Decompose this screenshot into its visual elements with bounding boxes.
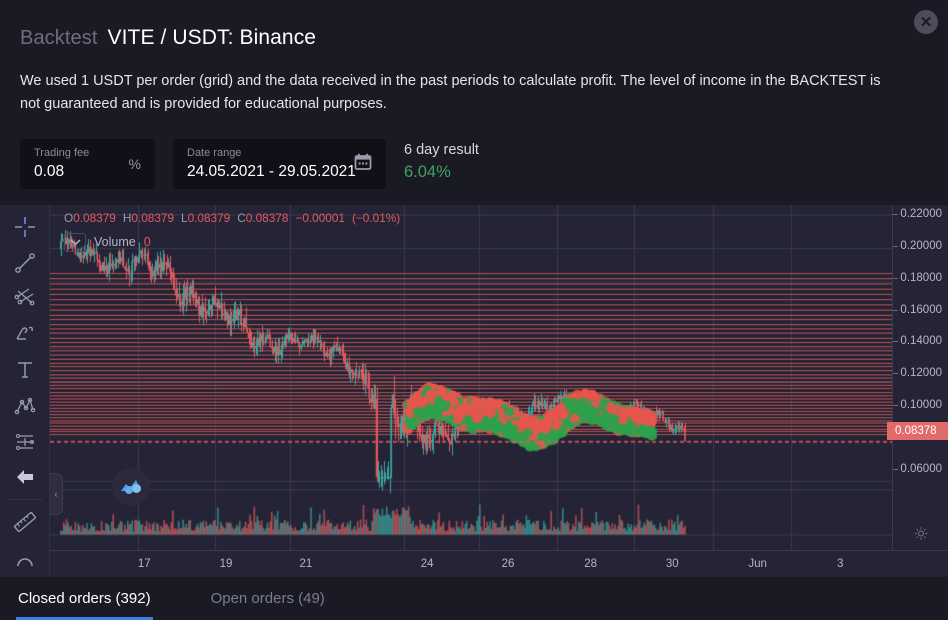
price-chart-canvas[interactable] <box>50 204 892 550</box>
time-tick: 17 <box>137 557 151 570</box>
modal-header: Backtest VITE / USDT: Binance We used 1 … <box>0 0 948 117</box>
chart-container: O0.08379 H0.08379 L0.08379 C0.08378 −0.0… <box>50 204 948 576</box>
description-text: We used 1 USDT per order (grid) and the … <box>20 73 881 113</box>
brush-tool[interactable] <box>5 316 45 352</box>
magnet-tool[interactable] <box>5 540 45 576</box>
calendar-icon[interactable] <box>353 151 373 176</box>
drawing-toolbar <box>0 204 50 576</box>
time-tick: 3 <box>837 557 844 570</box>
time-axis[interactable]: 17 19 21 24 26 28 30 Jun 3 <box>50 550 948 576</box>
current-price-badge: 0.08378 <box>887 422 948 441</box>
time-tick: 21 <box>299 557 313 570</box>
chart-zone: ‹ O0.08379 H0.08379 L0.08379 C0.08378 −0… <box>0 204 948 576</box>
crosshair-tool[interactable] <box>5 209 45 245</box>
tab-open-orders[interactable]: Open orders (49) <box>210 590 325 607</box>
percent-sign: % <box>128 155 141 172</box>
date-range-value: 24.05.2021 - 29.05.2021 <box>187 163 356 181</box>
time-tick: 26 <box>501 557 515 570</box>
chart-plot-area[interactable]: O0.08379 H0.08379 L0.08379 C0.08378 −0.0… <box>50 204 892 550</box>
orders-tabs: Closed orders (392) Open orders (49) <box>0 576 948 620</box>
volume-label: Volume <box>94 235 136 250</box>
trading-fee-label: Trading fee <box>34 147 90 160</box>
toolbar-collapse-handle[interactable]: ‹ <box>50 472 63 515</box>
price-tick: 0.16000 <box>893 303 942 316</box>
title-prefix: Backtest <box>20 27 98 49</box>
trend-line-tool[interactable] <box>5 245 45 281</box>
date-range-field[interactable]: Date range 24.05.2021 - 29.05.2021 <box>173 138 386 189</box>
time-tick: 24 <box>420 557 434 570</box>
measure-tool[interactable] <box>5 504 45 540</box>
price-tick: 0.06000 <box>893 463 942 476</box>
chevron-down-icon[interactable] <box>64 232 86 252</box>
result-value: 6.04% <box>404 163 451 182</box>
brand-logo-icon <box>112 468 150 506</box>
page-title: Backtest VITE / USDT: Binance <box>20 26 928 50</box>
price-tick: 0.12000 <box>893 367 942 380</box>
time-tick: 28 <box>584 557 597 570</box>
trading-fee-value: 0.08 <box>34 163 65 181</box>
volume-legend: Volume 0 <box>64 232 400 252</box>
result-block: 6 day result 6.04% <box>404 139 479 183</box>
text-tool[interactable] <box>5 352 45 388</box>
trading-fee-field[interactable]: Trading fee 0.08 % <box>20 138 155 189</box>
gear-icon[interactable] <box>913 526 928 546</box>
price-tick: 0.20000 <box>893 239 942 252</box>
forecast-tool[interactable] <box>5 424 45 460</box>
fib-retracement-tool[interactable] <box>5 281 45 317</box>
volume-value: 0 <box>143 235 151 250</box>
price-tick: 0.14000 <box>893 335 942 348</box>
price-axis[interactable]: 0.22000 0.20000 0.18000 0.16000 0.14000 0.120… <box>887 204 948 550</box>
price-tick: 0.18000 <box>893 271 942 284</box>
time-tick: 19 <box>219 557 233 570</box>
time-tick: 30 <box>665 557 679 570</box>
arrow-left-tool[interactable] <box>5 460 45 496</box>
title-pair: VITE / USDT: Binance <box>107 26 317 49</box>
pattern-tool[interactable] <box>5 388 45 424</box>
time-tick: Jun <box>748 557 767 570</box>
price-tick: 0.10000 <box>893 399 942 412</box>
chart-main: O0.08379 H0.08379 L0.08379 C0.08378 −0.0… <box>50 204 948 550</box>
toolbar-divider <box>6 499 43 501</box>
controls-row: Trading fee 0.08 % Date range 24.05.2021… <box>0 117 948 205</box>
result-label: 6 day result <box>404 141 479 158</box>
close-icon[interactable]: ✕ <box>914 10 938 34</box>
date-range-label: Date range <box>187 147 242 160</box>
tab-closed-orders[interactable]: Closed orders (392) <box>16 577 173 620</box>
price-tick: 0.22000 <box>893 207 942 220</box>
